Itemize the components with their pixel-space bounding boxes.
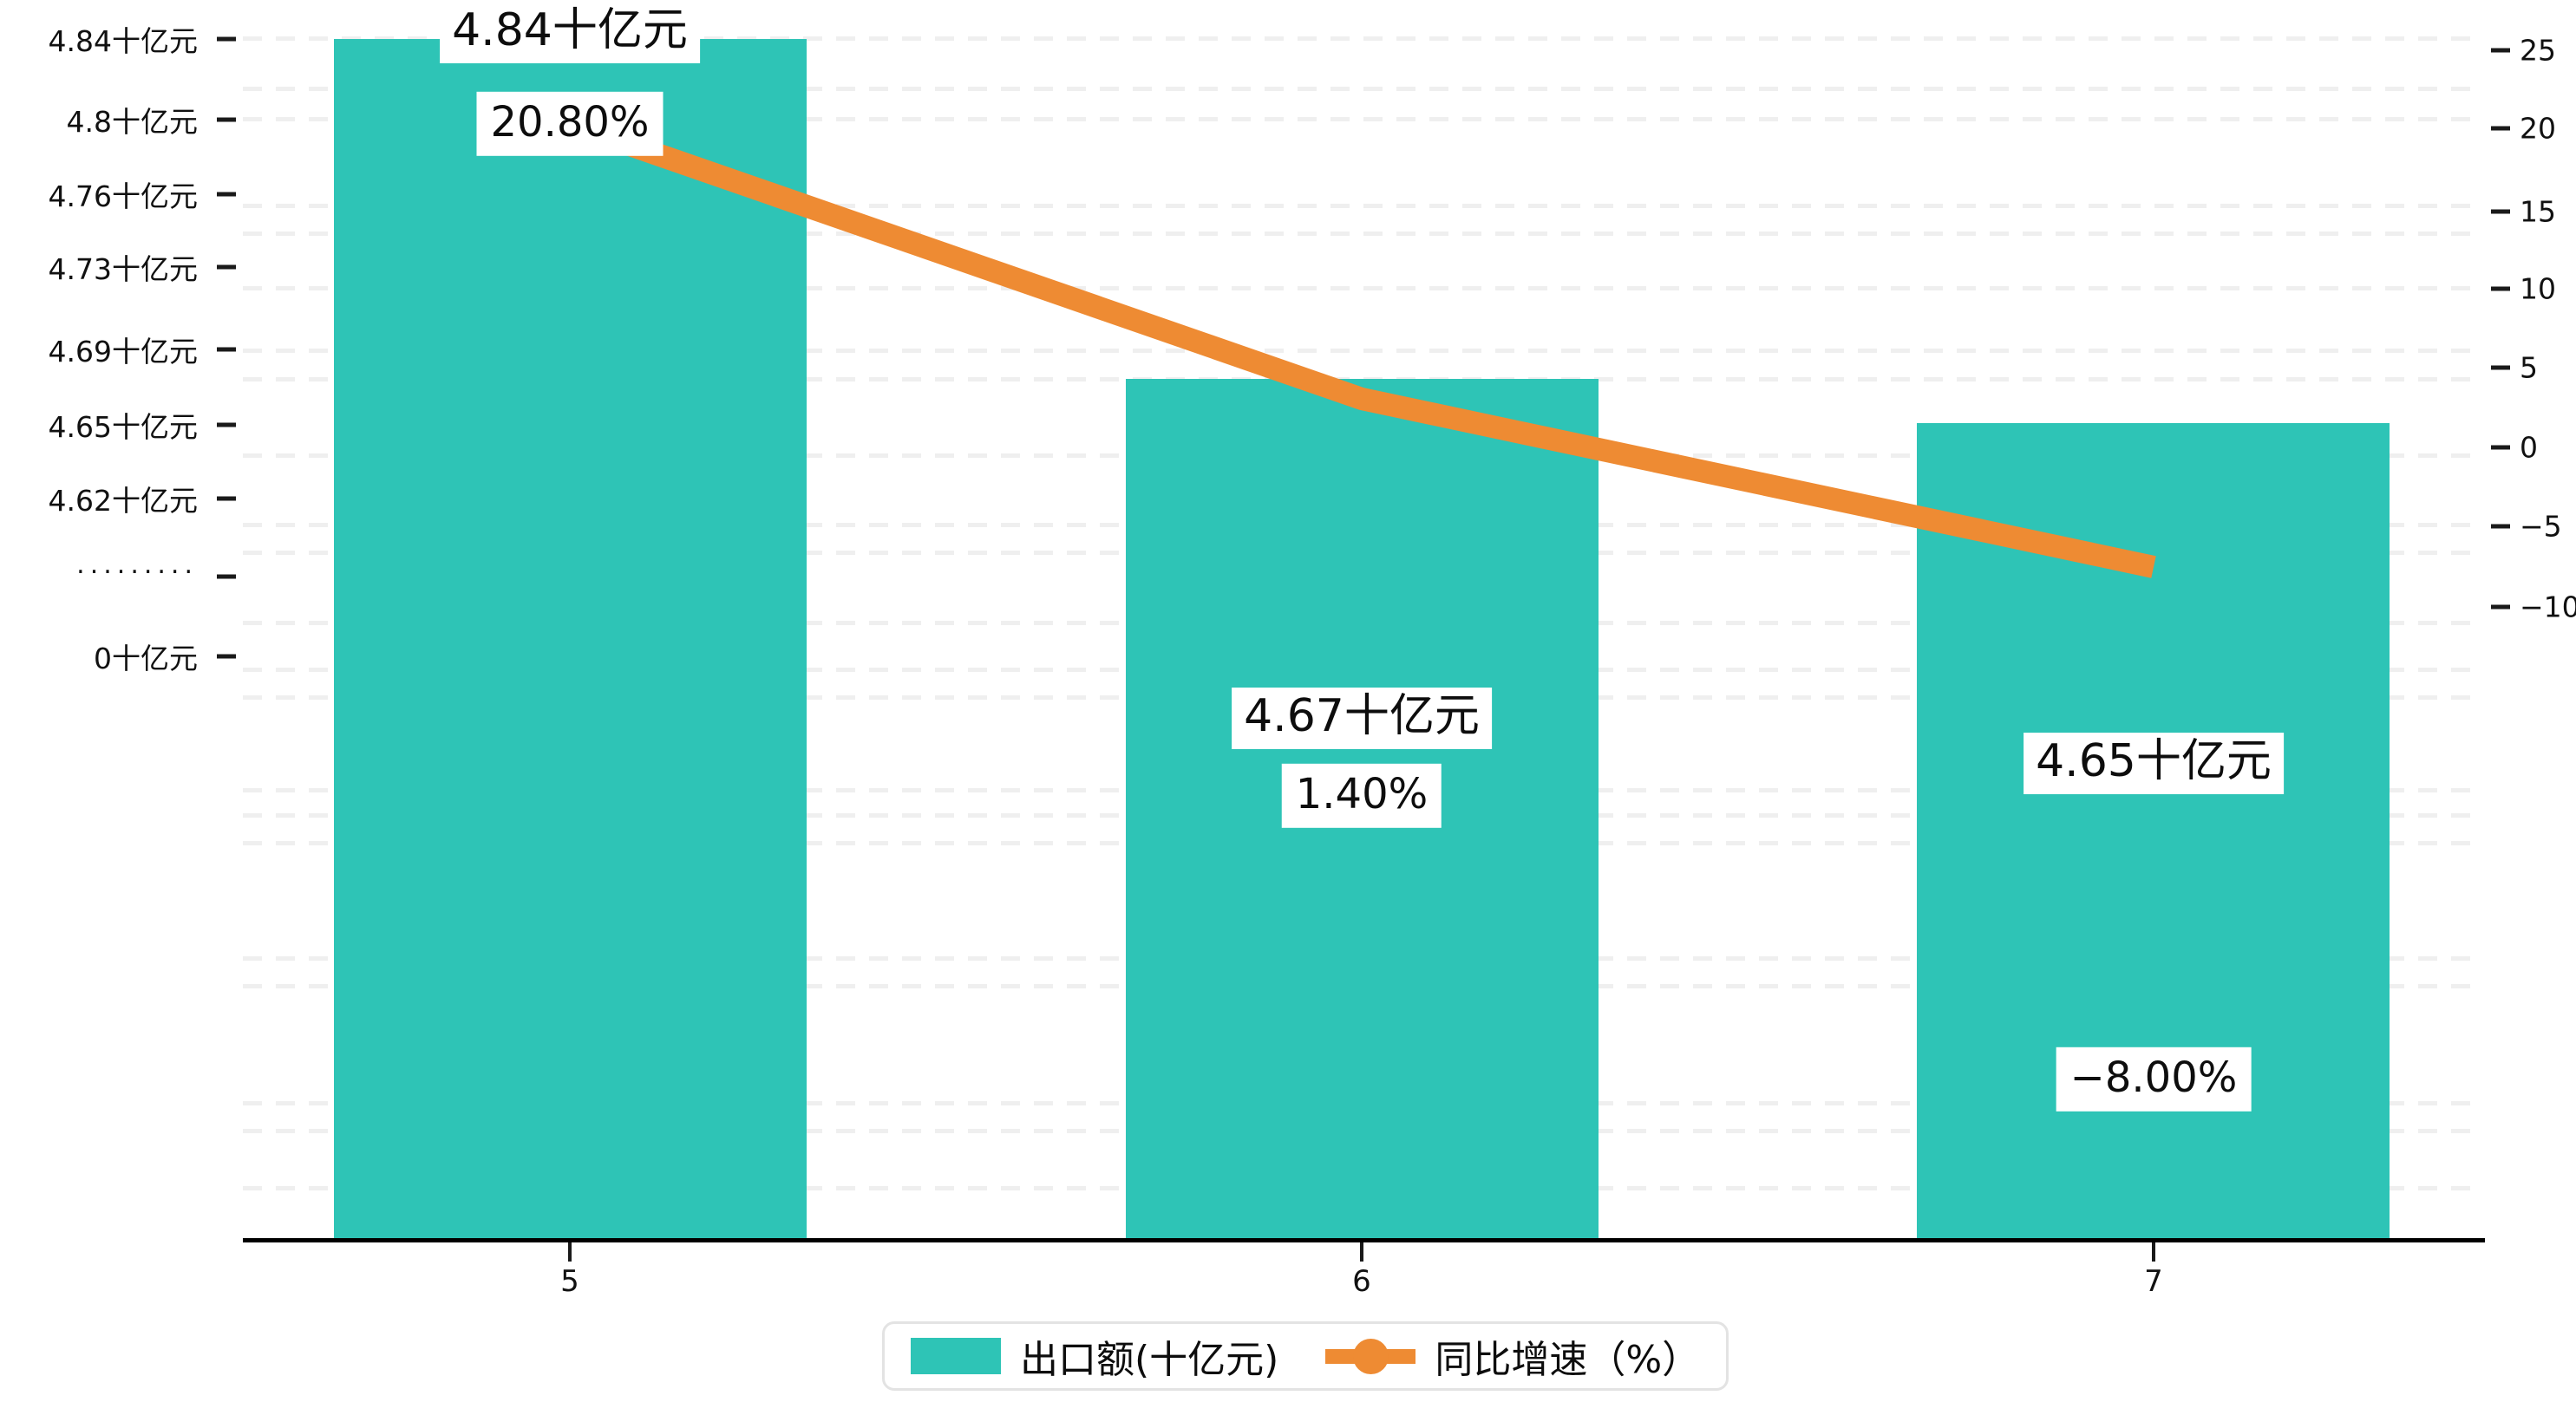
- gridline: [243, 231, 2481, 236]
- x-tick-mark: [568, 1242, 572, 1262]
- y-right-tick-label: 20: [2520, 111, 2556, 146]
- x-tick-label: 7: [2144, 1264, 2163, 1299]
- pct-label-5: 20.80%: [476, 91, 664, 157]
- pct-label-7: −8.00%: [2056, 1047, 2252, 1112]
- y-left-tick-mark: [217, 264, 236, 270]
- y-right-tick-label: 25: [2520, 33, 2556, 68]
- y-left-tick-label: 4.8十亿元: [66, 105, 198, 139]
- x-tick-mark: [1360, 1242, 1363, 1262]
- y-left-tick-mark: [217, 496, 236, 501]
- y-left-tick-label: 4.76十亿元: [48, 179, 198, 213]
- axis-break-label: ·········: [76, 557, 198, 588]
- gridline: [243, 204, 2481, 208]
- gridline: [243, 349, 2481, 353]
- line-marker-icon: [1325, 1338, 1416, 1374]
- y-left-tick-mark: [217, 347, 236, 352]
- y-right-tick-label: 10: [2520, 271, 2556, 306]
- y-left-tick-label: 0十亿元: [94, 642, 198, 675]
- bar-5[interactable]: [334, 39, 807, 1240]
- y-left-tick-mark: [217, 192, 236, 197]
- y-right-tick-label: −5: [2520, 509, 2562, 544]
- y-left-tick-label: 4.62十亿元: [48, 484, 198, 518]
- growth-line: [566, 113, 2156, 578]
- bar-series: [243, 26, 2481, 1240]
- x-tick-mark: [2152, 1242, 2155, 1262]
- y-right-tick-mark: [2491, 365, 2510, 370]
- legend-label: 同比增速（%）: [1435, 1338, 1701, 1382]
- legend-item-growth-rate[interactable]: 同比增速（%）: [1325, 1328, 1700, 1384]
- y-left-tick-mark: [217, 654, 236, 659]
- gridline: [243, 286, 2481, 290]
- gridline: [243, 36, 2481, 41]
- bar-value-label-7: 4.65十亿元: [2024, 733, 2284, 794]
- y-right-tick-mark: [2491, 209, 2510, 214]
- line-series: [566, 113, 2156, 578]
- pct-label-6: 1.40%: [1281, 763, 1442, 829]
- y-right-tick-label: 15: [2520, 194, 2556, 229]
- y-right-tick-label: 5: [2520, 350, 2538, 385]
- y-left-tick-label: 4.69十亿元: [48, 335, 198, 368]
- y-left-tick-mark: [217, 36, 236, 42]
- y-right-tick-mark: [2491, 445, 2510, 450]
- bar-value-label-6: 4.67十亿元: [1232, 688, 1492, 749]
- gridline: [243, 117, 2481, 121]
- legend-item-export-value[interactable]: 出口额(十亿元): [911, 1328, 1278, 1384]
- x-tick-label: 5: [560, 1264, 579, 1299]
- legend: 出口额(十亿元) 同比增速（%）: [882, 1321, 1729, 1391]
- y-left-tick-label: 4.84十亿元: [48, 24, 198, 58]
- y-right-tick-mark: [2491, 286, 2510, 291]
- y-right-tick-label: 0: [2520, 430, 2538, 465]
- gridline: [243, 87, 2481, 91]
- x-tick-label: 6: [1352, 1264, 1371, 1299]
- y-left-tick-mark: [217, 422, 236, 427]
- y-right-tick-mark: [2491, 524, 2510, 529]
- y-left-tick-label: 4.73十亿元: [48, 252, 198, 286]
- y-left-tick-mark: [217, 117, 236, 122]
- legend-label: 出口额(十亿元): [1020, 1338, 1279, 1382]
- y-right-tick-mark: [2491, 604, 2510, 610]
- y-left-tick-label: 4.65十亿元: [48, 410, 198, 444]
- x-axis-line: [243, 1238, 2485, 1242]
- y-right-tick-mark: [2491, 126, 2510, 131]
- y-left-tick-mark: [217, 574, 236, 579]
- bar-swatch-icon: [911, 1338, 1001, 1374]
- bar-value-label-5: 4.84十亿元: [440, 2, 700, 63]
- y-right-tick-label: −10: [2520, 590, 2576, 624]
- y-right-tick-mark: [2491, 48, 2510, 53]
